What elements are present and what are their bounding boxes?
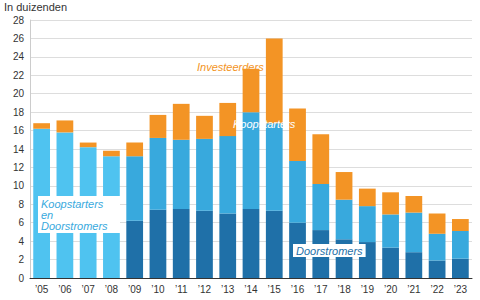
svg-text:’06: ’06 [58,284,72,295]
svg-text:8: 8 [18,199,24,210]
svg-text:’12: ’12 [198,284,212,295]
svg-text:Doorstromers: Doorstromers [41,220,108,232]
svg-text:10: 10 [13,180,25,191]
svg-text:22: 22 [13,70,25,81]
svg-text:Investeerders: Investeerders [197,61,264,73]
svg-text:’14: ’14 [244,284,258,295]
svg-text:Koopstarters: Koopstarters [233,118,296,130]
svg-text:’18: ’18 [337,284,351,295]
svg-text:’20: ’20 [384,284,398,295]
svg-text:’11: ’11 [175,284,188,295]
svg-text:’17: ’17 [314,284,328,295]
svg-text:26: 26 [13,33,25,44]
svg-text:’15: ’15 [268,284,282,295]
svg-text:In duizenden: In duizenden [4,1,67,13]
svg-text:18: 18 [13,107,25,118]
svg-text:Koopstarters: Koopstarters [41,197,107,210]
svg-text:20: 20 [13,88,25,99]
svg-text:4: 4 [18,236,24,247]
svg-text:’07: ’07 [81,284,95,295]
svg-text:’10: ’10 [151,284,165,295]
svg-text:0: 0 [18,273,24,284]
svg-text:’19: ’19 [361,284,375,295]
svg-text:28: 28 [13,15,25,26]
svg-text:12: 12 [13,162,25,173]
svg-text:’08: ’08 [105,284,119,295]
svg-text:2: 2 [18,254,24,265]
svg-text:’23: ’23 [454,284,468,295]
svg-text:Doorstromers: Doorstromers [296,245,363,257]
svg-text:24: 24 [13,51,25,62]
svg-text:’22: ’22 [430,284,444,295]
svg-text:6: 6 [18,217,24,228]
svg-text:’16: ’16 [291,284,305,295]
svg-text:’05: ’05 [35,284,49,295]
svg-text:’21: ’21 [407,284,421,295]
svg-text:en: en [41,208,57,221]
svg-text:14: 14 [13,144,25,155]
svg-text:’09: ’09 [128,284,142,295]
svg-text:16: 16 [13,125,25,136]
svg-text:’13: ’13 [221,284,235,295]
